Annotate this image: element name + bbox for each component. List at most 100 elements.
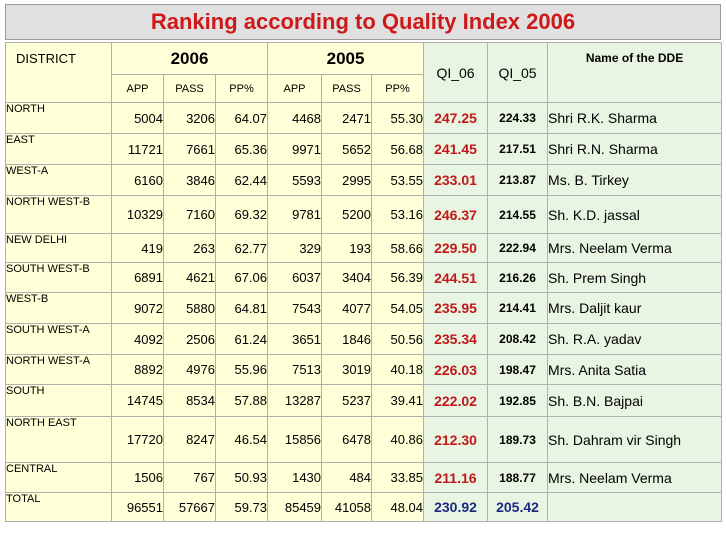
qi06-cell: 235.34: [423, 323, 489, 355]
pass-2005-cell: 2471: [321, 102, 373, 134]
dde-cell: [547, 492, 723, 522]
app-2006-cell: 6160: [111, 164, 164, 196]
district-cell: NORTH: [5, 102, 112, 134]
pp-2005-cell: 39.41: [371, 384, 425, 417]
pp-2005-cell: 48.04: [371, 492, 425, 522]
qi06-cell: 244.51: [423, 262, 489, 293]
district-cell: SOUTH WEST-A: [5, 323, 112, 355]
dde-cell: Mrs. Daljit kaur: [547, 292, 723, 324]
district-cell: WEST-A: [5, 164, 112, 196]
pass-2005-cell: 3019: [321, 354, 373, 385]
qi05-cell: 214.55: [487, 195, 549, 234]
pass-2005-cell: 193: [321, 233, 373, 263]
sub-header-pass-2006: PASS: [163, 74, 216, 103]
dde-header: Name of the DDE: [547, 42, 723, 103]
pass-2005-cell: 5652: [321, 133, 373, 165]
app-2005-cell: 1430: [267, 462, 323, 493]
qi05-cell: 213.87: [487, 164, 549, 196]
app-2006-cell: 1506: [111, 462, 164, 493]
quality-index-table: DISTRICT 2006 2005 QI_06 QI_05 Name of t…: [5, 42, 723, 522]
table-row: SOUTH WEST-B 6891 4621 67.06 6037 3404 5…: [5, 262, 723, 293]
qi06-header: QI_06: [423, 42, 489, 103]
qi06-cell: 229.50: [423, 233, 489, 263]
qi06-cell: 247.25: [423, 102, 489, 134]
app-2005-cell: 5593: [267, 164, 323, 196]
pp-2006-cell: 69.32: [214, 195, 269, 234]
pp-2005-cell: 40.18: [371, 354, 425, 385]
pass-2005-cell: 41058: [321, 492, 373, 522]
qi06-cell: 212.30: [423, 416, 489, 463]
dde-cell: Mrs. Neelam Verma: [547, 233, 723, 263]
qi05-cell: 189.73: [487, 416, 549, 463]
pass-2006-cell: 8247: [163, 416, 216, 463]
pp-2006-cell: 50.93: [214, 462, 269, 493]
pass-2005-cell: 2995: [321, 164, 373, 196]
sub-header-pp-2006: PP%: [214, 74, 269, 103]
app-2006-cell: 96551: [111, 492, 164, 522]
qi05-cell: 188.77: [487, 462, 549, 493]
district-header: DISTRICT: [5, 42, 112, 103]
pass-2006-cell: 263: [163, 233, 216, 263]
district-cell: NEW DELHI: [5, 233, 112, 263]
dde-cell: Sh. K.D. jassal: [547, 195, 723, 234]
pass-2006-cell: 57667: [163, 492, 216, 522]
pass-2006-cell: 4621: [163, 262, 216, 293]
qi05-cell: 205.42: [487, 492, 549, 522]
qi06-cell: 211.16: [423, 462, 489, 493]
pp-2005-cell: 58.66: [371, 233, 425, 263]
district-cell: SOUTH WEST-B: [5, 262, 112, 293]
pp-2006-cell: 62.44: [214, 164, 269, 196]
app-2006-cell: 10329: [111, 195, 164, 234]
table-row: CENTRAL 1506 767 50.93 1430 484 33.85 21…: [5, 462, 723, 493]
district-cell: TOTAL: [5, 492, 112, 522]
pp-2005-cell: 53.55: [371, 164, 425, 196]
title-banner: Ranking according to Quality Index 2006: [5, 4, 721, 40]
pass-2006-cell: 5880: [163, 292, 216, 324]
dde-cell: Sh. B.N. Bajpai: [547, 384, 723, 417]
dde-cell: Shri R.N. Sharma: [547, 133, 723, 165]
qi05-cell: 222.94: [487, 233, 549, 263]
app-2006-cell: 9072: [111, 292, 164, 324]
pass-2006-cell: 7160: [163, 195, 216, 234]
table-row-total: TOTAL 96551 57667 59.73 85459 41058 48.0…: [5, 492, 723, 522]
pass-2005-cell: 5237: [321, 384, 373, 417]
header-row-sub: APP PASS PP% APP PASS PP%: [6, 74, 722, 103]
pp-2005-cell: 56.68: [371, 133, 425, 165]
qi06-cell: 241.45: [423, 133, 489, 165]
pp-2005-cell: 50.56: [371, 323, 425, 355]
app-2005-cell: 3651: [267, 323, 323, 355]
dde-cell: Shri R.K. Sharma: [547, 102, 723, 134]
pass-2006-cell: 4976: [163, 354, 216, 385]
dde-cell: Ms. B. Tirkey: [547, 164, 723, 196]
table-row: NEW DELHI 419 263 62.77 329 193 58.66 22…: [5, 233, 723, 263]
pass-2006-cell: 8534: [163, 384, 216, 417]
app-2006-cell: 4092: [111, 323, 164, 355]
pp-2006-cell: 65.36: [214, 133, 269, 165]
app-2006-cell: 11721: [111, 133, 164, 165]
table-row: NORTH WEST-B 10329 7160 69.32 9781 5200 …: [5, 195, 723, 234]
sub-header-pass-2005: PASS: [321, 74, 373, 103]
pp-2006-cell: 59.73: [214, 492, 269, 522]
table-row: NORTH WEST-A 8892 4976 55.96 7513 3019 4…: [5, 354, 723, 385]
qi06-cell: 222.02: [423, 384, 489, 417]
app-2005-cell: 13287: [267, 384, 323, 417]
pass-2006-cell: 2506: [163, 323, 216, 355]
dde-cell: Sh. Prem Singh: [547, 262, 723, 293]
qi06-cell: 235.95: [423, 292, 489, 324]
qi05-cell: 217.51: [487, 133, 549, 165]
pp-2006-cell: 57.88: [214, 384, 269, 417]
pp-2005-cell: 56.39: [371, 262, 425, 293]
dde-cell: Sh. R.A. yadav: [547, 323, 723, 355]
app-2006-cell: 8892: [111, 354, 164, 385]
pass-2005-cell: 4077: [321, 292, 373, 324]
sub-header-app-2005: APP: [267, 74, 323, 103]
app-2005-cell: 4468: [267, 102, 323, 134]
pp-2005-cell: 53.16: [371, 195, 425, 234]
app-2006-cell: 14745: [111, 384, 164, 417]
app-2005-cell: 7513: [267, 354, 323, 385]
pass-2005-cell: 1846: [321, 323, 373, 355]
table-row: NORTH EAST 17720 8247 46.54 15856 6478 4…: [5, 416, 723, 463]
sub-header-pp-2005: PP%: [371, 74, 425, 103]
app-2005-cell: 6037: [267, 262, 323, 293]
qi06-cell: 226.03: [423, 354, 489, 385]
